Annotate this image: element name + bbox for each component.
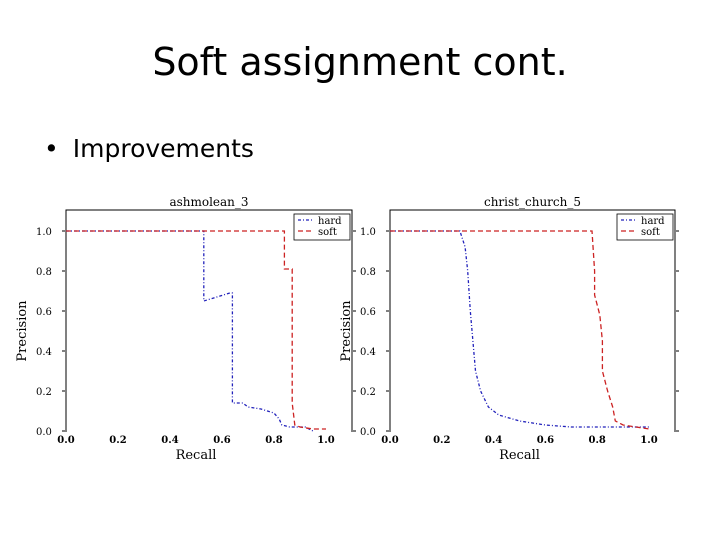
x-tick-label: 0.6: [537, 435, 554, 446]
legend-label-hard: hard: [641, 216, 665, 227]
chart-panel-1: ashmolean_3 0.0 0.2 0.4 0.6 0.8 1.0 0.0 0.2 0.4 0.…: [15, 195, 356, 463]
y-tick-label: 0.2: [360, 387, 376, 398]
chart-panel-2: christ_church_5 0.0 0.2 0.4 0.6 0.8 1.0 0.0 0.2 0…: [339, 195, 679, 463]
x-tick-label: 1.0: [317, 435, 334, 446]
y-axis-label: Precision: [339, 300, 354, 362]
plot-frame: [389, 209, 676, 432]
y-axis-label: Precision: [15, 300, 30, 362]
legend-box: [293, 213, 351, 241]
y-tick-label: 0.0: [360, 427, 376, 438]
y-tick-label: 0.2: [36, 387, 52, 398]
x-axis-label: Recall: [499, 448, 540, 463]
y-tick-label: 0.8: [36, 267, 52, 278]
x-tick-label: 0.4: [485, 435, 502, 446]
x-tick-label: 0.2: [433, 435, 450, 446]
legend-label-soft: soft: [318, 227, 337, 238]
series-line-hard: [66, 230, 314, 432]
bullet-item: • Improvements: [44, 134, 254, 163]
bullet-text: Improvements: [72, 134, 254, 163]
chart-title: christ_church_5: [484, 195, 581, 209]
series-line-hard: [390, 230, 649, 428]
y-tick-label: 1.0: [360, 227, 376, 238]
chart-title: ashmolean_3: [169, 195, 248, 209]
y-tick-label: 0.6: [36, 307, 52, 318]
plot-frame: [65, 209, 353, 432]
legend-box: [616, 213, 674, 241]
x-tick-label: 0.0: [57, 435, 74, 446]
x-tick-label: 0.8: [265, 435, 282, 446]
x-tick-label: 0.6: [213, 435, 230, 446]
x-tick-label: 0.0: [381, 435, 398, 446]
y-tick-label: 0.0: [36, 427, 52, 438]
legend-label-soft: soft: [641, 227, 660, 238]
series-line-soft: [390, 230, 650, 430]
x-tick-label: 0.4: [161, 435, 178, 446]
bullet-dot-icon: •: [44, 134, 59, 163]
x-tick-label: 0.2: [109, 435, 126, 446]
y-tick-label: 0.8: [360, 267, 376, 278]
x-tick-label: 1.0: [640, 435, 657, 446]
series-line-soft: [66, 230, 326, 430]
y-tick-label: 1.0: [36, 227, 52, 238]
x-axis-label: Recall: [176, 448, 217, 463]
y-tick-label: 0.4: [36, 347, 52, 358]
legend-label-hard: hard: [318, 216, 342, 227]
x-tick-label: 0.8: [588, 435, 605, 446]
y-tick-label: 0.6: [360, 307, 376, 318]
slide-title: Soft assignment cont.: [152, 40, 568, 84]
y-tick-label: 0.4: [360, 347, 376, 358]
